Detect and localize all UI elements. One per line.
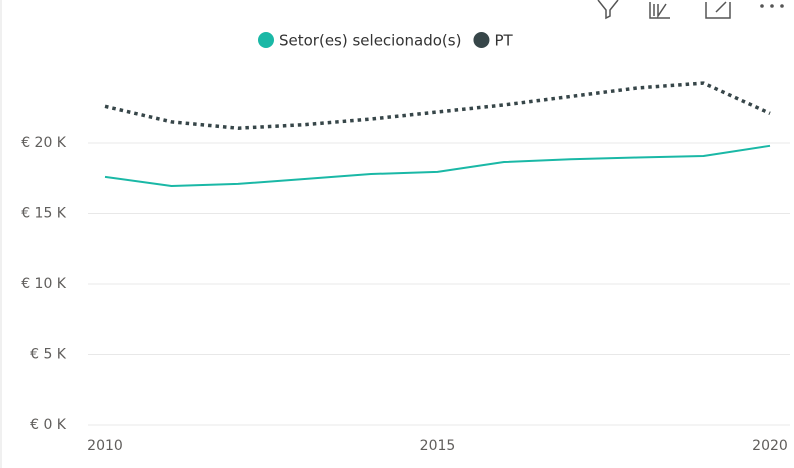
series-line xyxy=(104,144,771,188)
legend-swatch xyxy=(473,32,490,48)
y-tick-label: € 0 K xyxy=(30,417,67,433)
toolbar[interactable] xyxy=(597,0,784,20)
focus-icon[interactable] xyxy=(649,2,670,19)
x-tick-label: 2015 xyxy=(420,438,456,454)
y-tick-label: € 10 K xyxy=(21,276,67,292)
y-tick-label: € 20 K xyxy=(21,135,67,151)
legend-swatch xyxy=(258,32,274,48)
y-tick-label: € 15 K xyxy=(21,206,67,222)
series-line xyxy=(104,81,771,130)
x-tick-label: 2010 xyxy=(87,438,123,454)
filter-icon[interactable] xyxy=(597,0,619,20)
legend: Setor(es) selecionado(s) PT xyxy=(258,32,513,50)
x-tick-label: 2020 xyxy=(752,438,788,454)
more-icon[interactable] xyxy=(760,4,784,8)
legend-label: PT xyxy=(494,32,513,50)
y-tick-label: € 5 K xyxy=(30,347,67,363)
legend-label: Setor(es) selecionado(s) xyxy=(279,32,461,50)
expand-icon[interactable] xyxy=(705,1,731,19)
